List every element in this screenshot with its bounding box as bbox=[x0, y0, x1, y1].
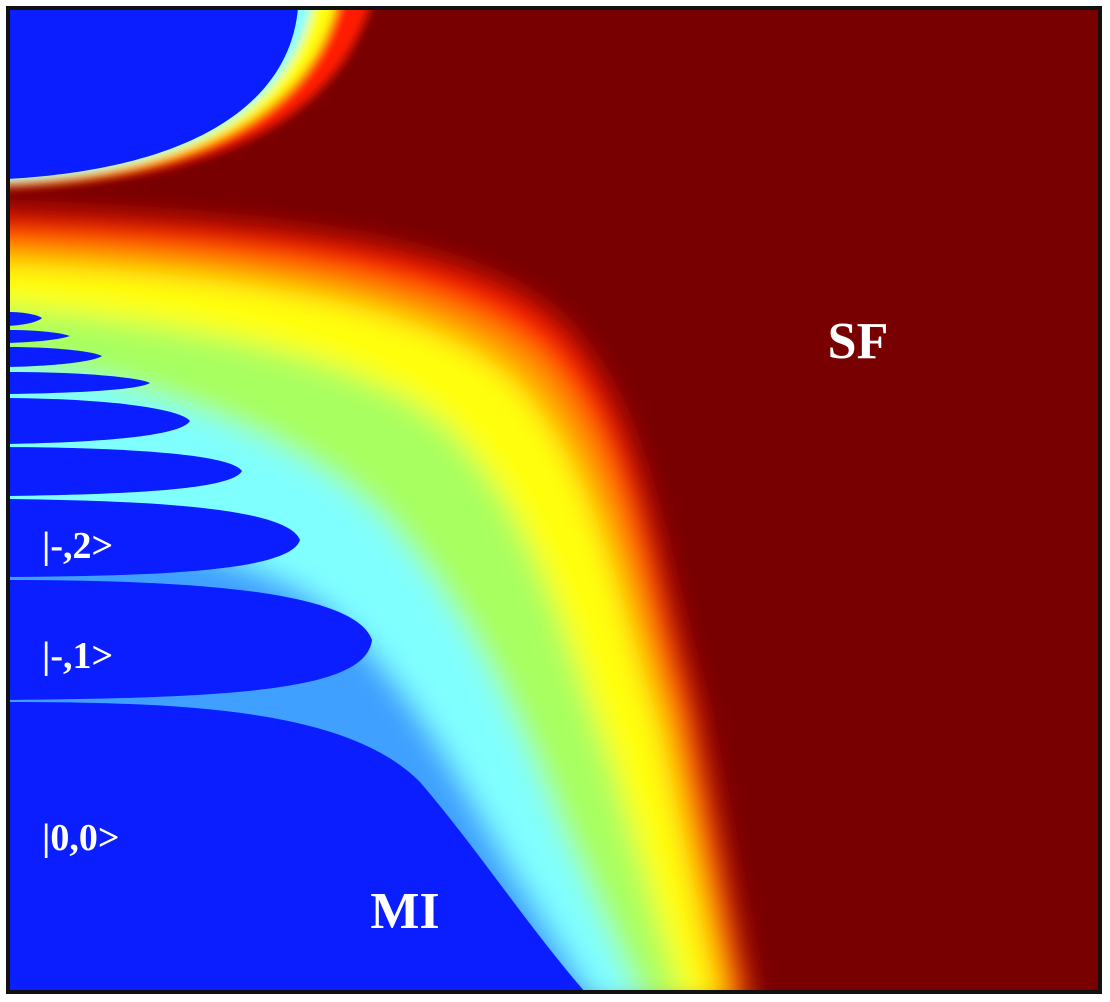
frame bbox=[6, 6, 1102, 994]
state-label: |-,2> bbox=[42, 525, 113, 567]
sf-label: SF bbox=[828, 313, 889, 370]
mi-label: MI bbox=[370, 883, 439, 940]
state-label: |-,1> bbox=[42, 635, 113, 677]
state-label: |0,0> bbox=[42, 817, 120, 859]
top-lobe bbox=[8, 8, 298, 179]
mott-lobes bbox=[8, 312, 586, 992]
